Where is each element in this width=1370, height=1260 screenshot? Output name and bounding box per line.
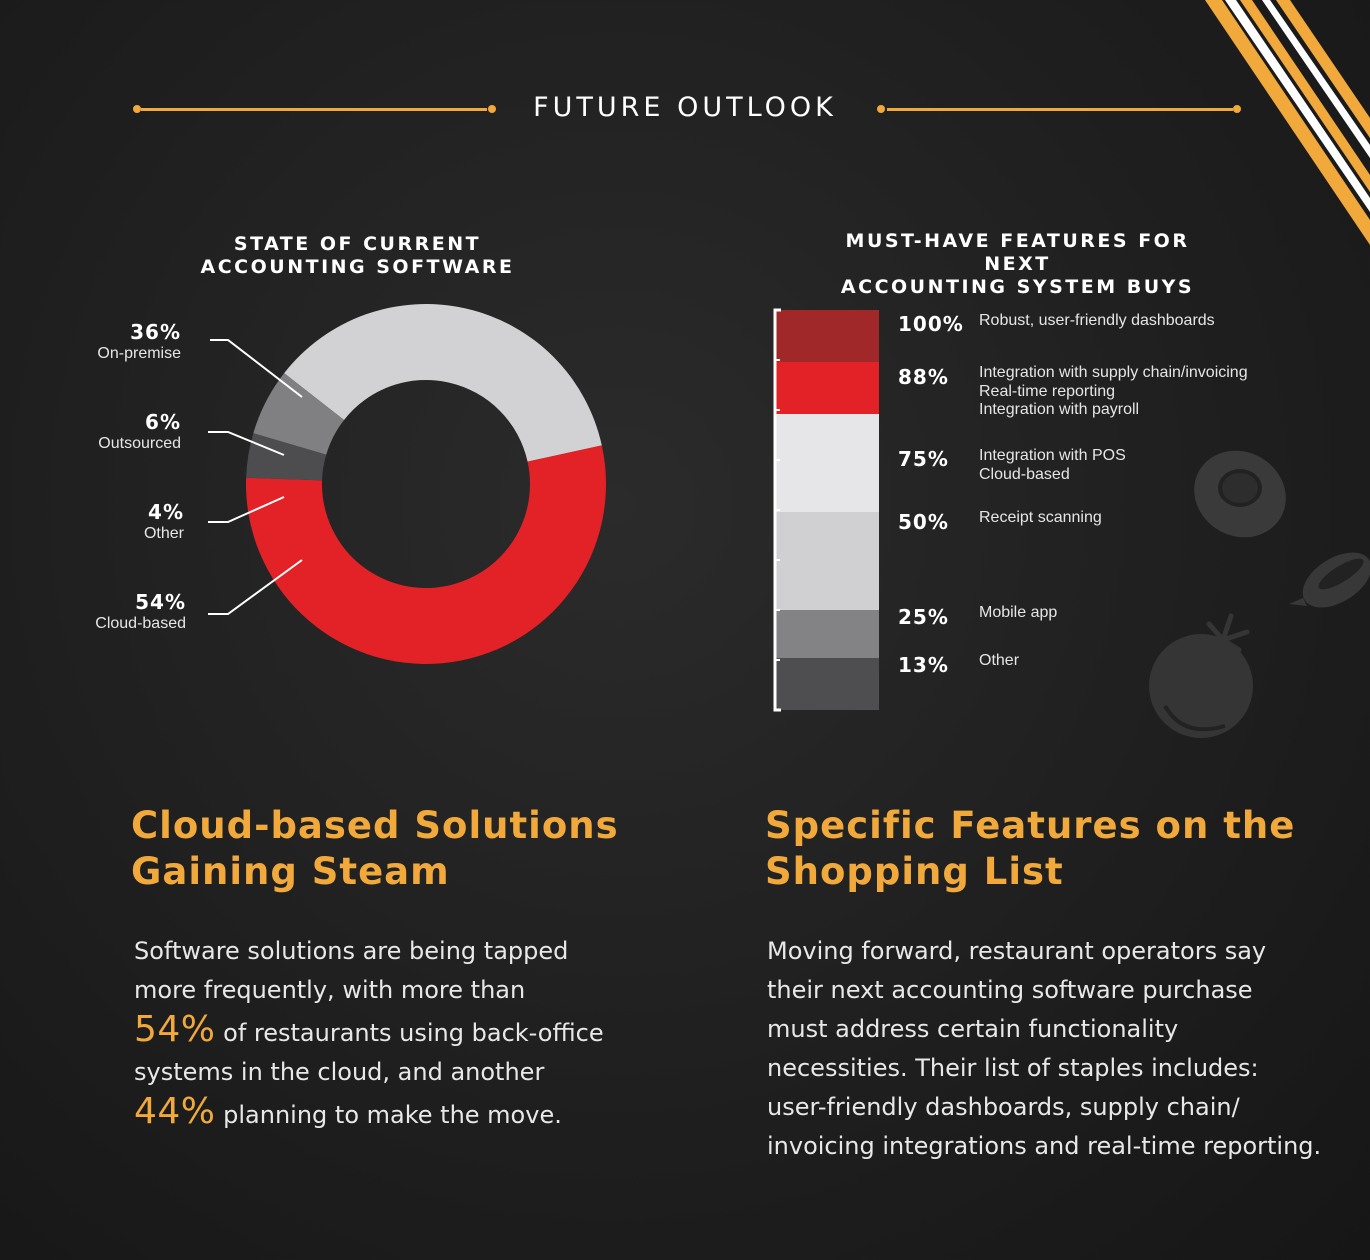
- right-body-line: invoicing integrations and real-time rep…: [767, 1132, 1322, 1160]
- left-body-fragment: planning to make the move.: [215, 1101, 562, 1129]
- feature-label: Integration with payroll: [979, 401, 1140, 418]
- feature-band-25: [775, 610, 879, 658]
- right-body-line: their next accounting software purchase: [767, 976, 1253, 1004]
- leader-line-on-premise: [210, 339, 303, 398]
- feature-label: Mobile app: [979, 604, 1058, 621]
- donut-label-name: Outsourced: [98, 435, 181, 452]
- right-section-body: Moving forward, restaurant operators say…: [767, 932, 1357, 1166]
- feature-band-13: [775, 658, 879, 710]
- left-body-line: systems in the cloud, and another: [134, 1058, 545, 1086]
- donut-label-name: On-premise: [97, 345, 181, 362]
- leader-line-cloud-based: [208, 559, 303, 615]
- highlight-stat-44: 44%: [134, 1091, 216, 1132]
- donut-slice-outsourced: [253, 373, 345, 455]
- bar-label-pct: 88%: [898, 365, 949, 389]
- bar-label-text: Robust, user-friendly dashboards: [979, 312, 1215, 331]
- left-section-heading: Cloud-based Solutions Gaining Steam: [131, 803, 619, 895]
- feature-band-88: [775, 362, 879, 414]
- donut-label-outsourced: 6% Outsourced: [98, 410, 181, 453]
- bar-label-pct: 50%: [898, 510, 949, 534]
- highlight-stat-54: 54%: [134, 1009, 216, 1050]
- right-body-line: user-friendly dashboards, supply chain/: [767, 1093, 1240, 1121]
- corner-stripes: [1205, 0, 1370, 245]
- bar-label-text: Integration with supply chain/invoicing …: [979, 364, 1248, 420]
- donut-chart-title: STATE OF CURRENT ACCOUNTING SOFTWARE: [180, 233, 535, 279]
- donut-label-pct: 6%: [145, 410, 181, 434]
- donut-slice-other: [246, 433, 327, 481]
- header-line-right: [887, 108, 1233, 111]
- eggplant-icon: [1289, 552, 1370, 608]
- leader-line-other: [208, 496, 285, 523]
- feature-label: Integration with supply chain/invoicing: [979, 364, 1248, 381]
- left-section-body: Software solutions are being tapped more…: [134, 932, 654, 1135]
- feature-label: Real-time reporting: [979, 382, 1116, 400]
- left-body-line: 44% planning to make the move.: [134, 1092, 654, 1135]
- header-dot-right-inner: [877, 105, 885, 113]
- bar-label-text: Other: [979, 652, 1019, 671]
- avocado-icon: [1194, 450, 1286, 538]
- bar-label-pct: 100%: [898, 312, 964, 336]
- donut-label-name: Other: [143, 525, 184, 542]
- bar-title-line-2: ACCOUNTING SYSTEM BUYS: [840, 276, 1195, 298]
- donut-leader-lines: [0, 0, 1370, 700]
- bar-title-line-1: MUST-HAVE FEATURES FOR NEXT: [845, 230, 1190, 275]
- bar-label-pct: 75%: [898, 447, 949, 471]
- donut-title-line-1: STATE OF CURRENT: [233, 233, 482, 255]
- donut-label-pct: 54%: [135, 590, 186, 614]
- feature-label: Robust, user-friendly dashboards: [979, 312, 1215, 329]
- right-body-line: necessities. Their list of staples inclu…: [767, 1054, 1259, 1082]
- right-heading-line-1: Specific Features on the: [765, 804, 1296, 847]
- left-body-line: 54% of restaurants using back-office: [134, 1010, 654, 1053]
- header-dot-left-outer: [133, 105, 141, 113]
- leader-line-outsourced: [208, 431, 285, 456]
- right-heading-line-2: Shopping List: [765, 850, 1064, 893]
- bar-label-pct: 25%: [898, 605, 949, 629]
- donut-label-other: 4% Other: [144, 500, 184, 543]
- donut-label-pct: 36%: [130, 320, 181, 344]
- donut-label-name: Cloud-based: [95, 615, 186, 632]
- feature-label: Cloud-based: [979, 465, 1070, 483]
- feature-label: Other: [979, 652, 1020, 669]
- header-line-left: [141, 108, 487, 111]
- right-body-line: Moving forward, restaurant operators say: [767, 937, 1267, 965]
- bar-chart-title: MUST-HAVE FEATURES FOR NEXT ACCOUNTING S…: [810, 230, 1225, 299]
- donut-label-cloud-based: 54% Cloud-based: [95, 590, 186, 633]
- feature-band-75: [775, 414, 879, 512]
- left-heading-line-1: Cloud-based Solutions: [131, 804, 619, 847]
- left-heading-line-2: Gaining Steam: [131, 850, 450, 893]
- bar-label-text: Integration with POS Cloud-based: [979, 447, 1126, 484]
- left-body-line: Software solutions are being tapped: [134, 937, 569, 965]
- right-section-heading: Specific Features on the Shopping List: [765, 803, 1295, 895]
- header-dot-left-inner: [488, 105, 496, 113]
- bar-label-text: Receipt scanning: [979, 509, 1102, 528]
- donut-slice-cloud-based: [246, 445, 607, 664]
- tomato-icon: [1149, 613, 1253, 738]
- donut-label-on-premise: 36% On-premise: [97, 320, 181, 363]
- donut-chart: [246, 303, 607, 664]
- header-dot-right-outer: [1233, 105, 1241, 113]
- right-body-line: must address certain functionality: [767, 1015, 1179, 1043]
- left-body-line: more frequently, with more than: [134, 976, 526, 1004]
- stacked-bar-chart: [773, 308, 879, 712]
- donut-label-pct: 4%: [148, 500, 184, 524]
- feature-band-100: [775, 310, 879, 362]
- donut-title-line-2: ACCOUNTING SOFTWARE: [200, 256, 515, 278]
- bar-label-text: Mobile app: [979, 604, 1057, 623]
- donut-slice-on-premise: [284, 303, 602, 462]
- page-title: FUTURE OUTLOOK: [533, 92, 837, 123]
- feature-band-50: [775, 512, 879, 610]
- left-body-fragment: of restaurants using back-office: [215, 1019, 604, 1047]
- bar-label-pct: 13%: [898, 653, 949, 677]
- feature-label: Integration with POS: [979, 447, 1126, 464]
- feature-label: Receipt scanning: [979, 509, 1102, 526]
